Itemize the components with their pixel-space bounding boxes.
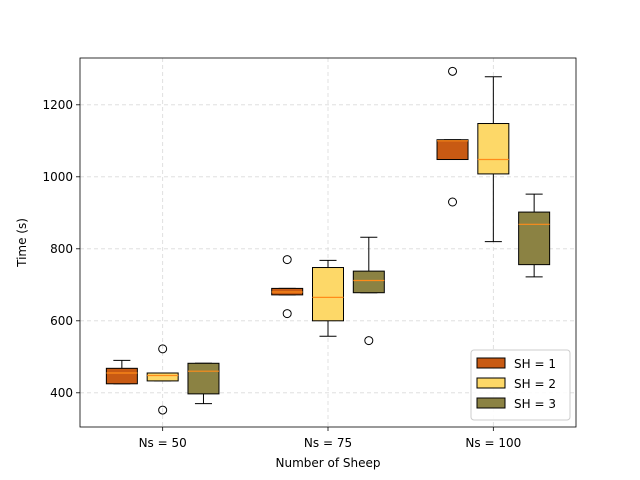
iqr-box [146,372,179,382]
box-3-2 [352,236,385,346]
x-tick-label: Ns = 75 [304,436,352,450]
iqr-box [477,123,510,175]
outlier-point [364,336,374,346]
outlier-point [282,255,292,265]
boxes-layer [105,66,551,415]
iqr-box [187,362,220,395]
legend-label: SH = 2 [514,377,556,391]
outlier-point [158,405,168,415]
iqr-box [352,270,385,294]
box-2-2 [312,259,344,337]
legend: SH = 1 SH = 2 SH = 3 [470,349,571,421]
y-tick-label: 600 [50,314,73,328]
outlier-point [158,344,168,354]
legend-swatch [476,377,506,389]
y-tick-label: 1200 [42,98,73,112]
iqr-box [105,367,138,385]
y-tick-label: 400 [50,386,73,400]
box-1-3 [436,66,469,207]
y-tick-label: 800 [50,242,73,256]
y-axis-label: Time (s) [15,218,29,268]
box-3-1 [187,362,220,405]
iqr-box [312,267,344,322]
legend-label: SH = 1 [514,357,556,371]
outlier-point [448,197,458,207]
legend-swatch [476,397,506,409]
outlier-point [282,309,292,319]
y-tick-label: 1000 [42,170,73,184]
ticks-layer: 400 600 800 1000 1200 Ns = 50 Ns = 75 Ns = 100 [42,98,521,450]
outlier-point [448,66,458,76]
box-3-3 [518,193,551,278]
x-tick-label: Ns = 50 [139,436,187,450]
iqr-box [436,139,469,161]
iqr-box [518,211,551,266]
box-2-1 [146,344,179,415]
legend-label: SH = 3 [514,397,556,411]
box-2-3 [477,76,510,243]
legend-swatch [476,357,506,369]
x-axis-label: Number of Sheep [275,456,380,470]
x-tick-label: Ns = 100 [465,436,521,450]
box-1-2 [271,255,304,319]
box-1-1 [105,359,138,385]
